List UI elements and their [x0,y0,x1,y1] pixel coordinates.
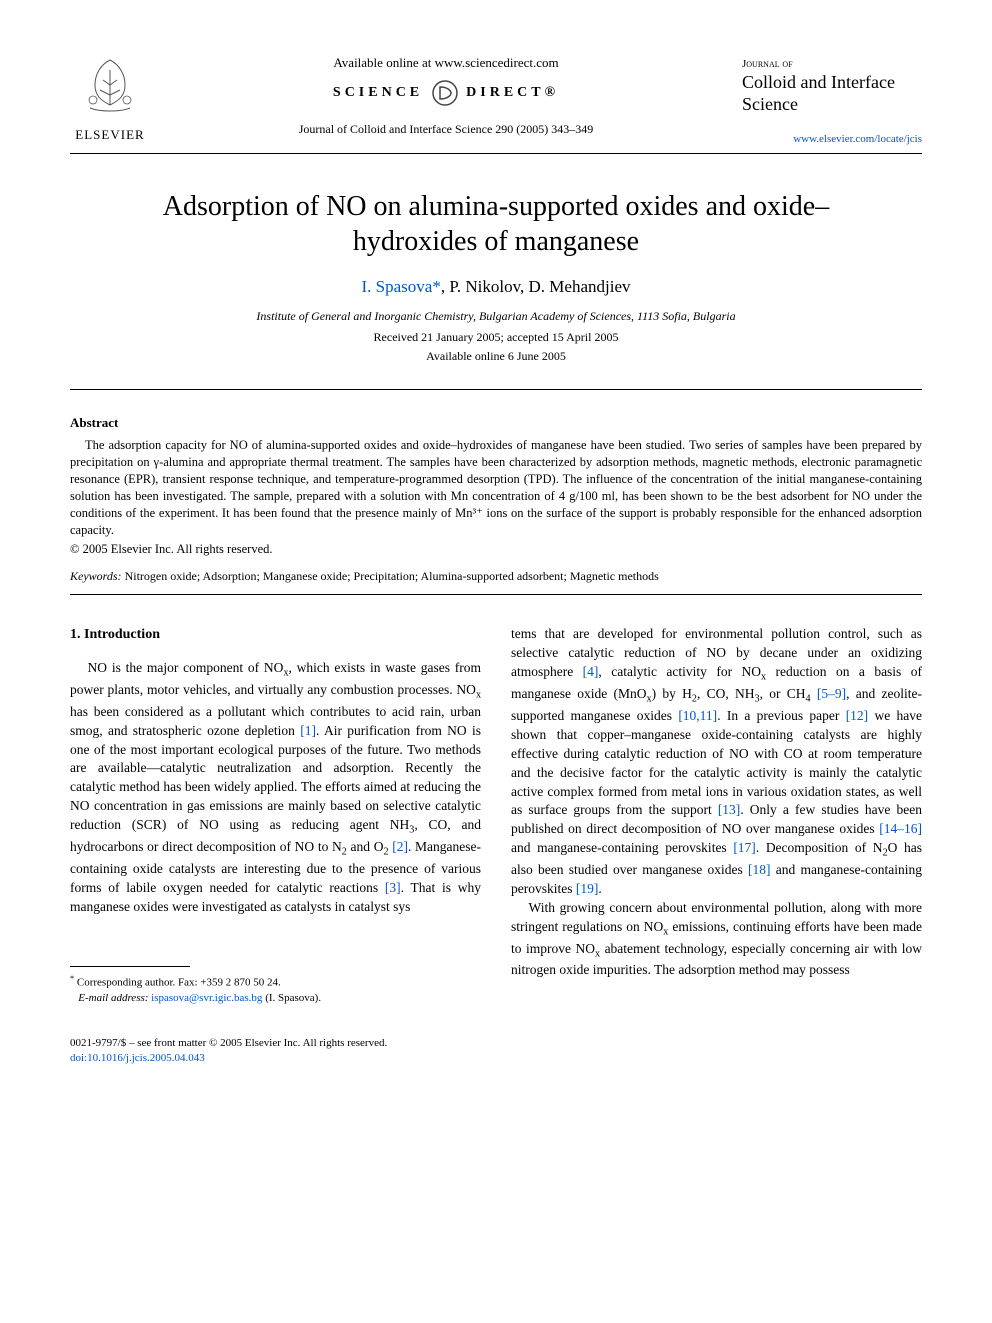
divider [70,389,922,390]
elsevier-tree-icon [75,50,145,120]
intro-paragraph-1-cont: tems that are developed for environmenta… [511,625,922,898]
intro-paragraph-2: With growing concern about environmental… [511,899,922,981]
publisher-logo: ELSEVIER [70,50,150,143]
author-3: D. Mehandjiev [529,277,631,296]
front-matter-text: 0021-9797/$ – see front matter © 2005 El… [70,1037,387,1049]
ref-10-11[interactable]: [10,11] [678,708,717,723]
journal-name: Colloid and Interface Science [742,72,922,115]
corr-author-email[interactable]: ispasova@svr.igic.bas.bg [151,992,262,1004]
ref-1[interactable]: [1] [300,723,316,738]
corr-author-text: Corresponding author. Fax: +359 2 870 50… [77,977,281,989]
article-title: Adsorption of NO on alumina-supported ox… [130,189,862,259]
ref-14-16[interactable]: [14–16] [879,821,922,836]
footnote-separator [70,966,190,967]
page-footer: 0021-9797/$ – see front matter © 2005 El… [70,1036,922,1066]
affiliation: Institute of General and Inorganic Chemi… [70,309,922,324]
email-label: E-mail address: [78,992,148,1004]
divider [70,594,922,595]
journal-branding: Journal of Colloid and Interface Science… [742,50,922,145]
column-left: 1. Introduction NO is the major componen… [70,625,481,1005]
abstract-section: Abstract The adsorption capacity for NO … [70,415,922,557]
page-header: ELSEVIER Available online at www.science… [70,50,922,145]
ref-2[interactable]: [2] [392,839,408,854]
ref-19[interactable]: [19] [576,881,599,896]
ref-5-9[interactable]: [5–9] [817,686,846,701]
keywords-label: Keywords: [70,569,122,583]
ref-3[interactable]: [3] [385,880,401,895]
center-header: Available online at www.sciencedirect.co… [150,50,742,137]
sciencedirect-text-2: DIRECT® [466,85,559,100]
divider [70,153,922,154]
corresponding-marker[interactable]: * [432,277,441,296]
ref-12[interactable]: [12] [846,708,869,723]
journal-link[interactable]: www.elsevier.com/locate/jcis [742,133,922,145]
available-online-date: Available online 6 June 2005 [70,349,922,364]
sciencedirect-logo: SCIENCE DIRECT® [150,79,742,107]
received-accepted-dates: Received 21 January 2005; accepted 15 Ap… [70,330,922,345]
keywords-text: Nitrogen oxide; Adsorption; Manganese ox… [122,569,659,583]
available-online-text: Available online at www.sciencedirect.co… [150,55,742,71]
journal-of-label: Journal of [742,58,922,70]
authors-line: I. Spasova*, P. Nikolov, D. Mehandjiev [70,277,922,297]
email-author-name: (I. Spasova). [262,992,321,1004]
corresponding-author-footnote: * Corresponding author. Fax: +359 2 870 … [70,973,481,1005]
publisher-name: ELSEVIER [70,127,150,143]
abstract-heading: Abstract [70,415,922,431]
sciencedirect-d-icon [431,79,459,107]
keywords-line: Keywords: Nitrogen oxide; Adsorption; Ma… [70,569,922,584]
journal-url[interactable]: www.elsevier.com/locate/jcis [793,133,922,145]
section-1-heading: 1. Introduction [70,625,481,645]
ref-4[interactable]: [4] [583,664,599,679]
doi-link[interactable]: doi:10.1016/j.jcis.2005.04.043 [70,1052,205,1064]
ref-18[interactable]: [18] [748,862,771,877]
sciencedirect-text-1: SCIENCE [333,85,423,100]
journal-reference: Journal of Colloid and Interface Science… [150,122,742,137]
abstract-copyright: © 2005 Elsevier Inc. All rights reserved… [70,542,922,557]
abstract-text: The adsorption capacity for NO of alumin… [70,437,922,538]
column-right: tems that are developed for environmenta… [511,625,922,1005]
body-columns: 1. Introduction NO is the major componen… [70,625,922,1005]
ref-17[interactable]: [17] [733,840,756,855]
intro-paragraph-1: NO is the major component of NOx, which … [70,659,481,916]
ref-13[interactable]: [13] [718,802,741,817]
author-2: P. Nikolov [449,277,520,296]
author-1[interactable]: I. Spasova [361,277,432,296]
